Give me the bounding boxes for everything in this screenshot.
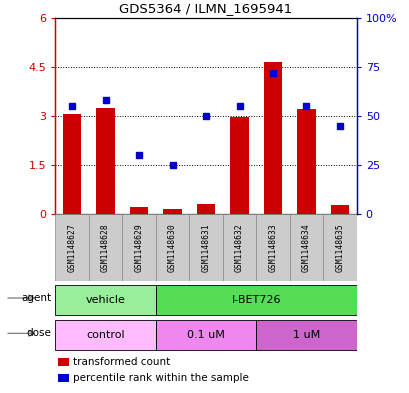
Bar bbox=[63, 114, 81, 214]
FancyBboxPatch shape bbox=[55, 285, 155, 315]
FancyBboxPatch shape bbox=[155, 320, 256, 350]
Text: percentile rank within the sample: percentile rank within the sample bbox=[73, 373, 249, 383]
FancyBboxPatch shape bbox=[256, 214, 289, 281]
FancyBboxPatch shape bbox=[322, 214, 356, 281]
Title: GDS5364 / ILMN_1695941: GDS5364 / ILMN_1695941 bbox=[119, 2, 292, 15]
Text: GSM1148627: GSM1148627 bbox=[67, 223, 76, 272]
Text: GSM1148632: GSM1148632 bbox=[234, 223, 243, 272]
FancyBboxPatch shape bbox=[222, 214, 256, 281]
Text: GSM1148631: GSM1148631 bbox=[201, 223, 210, 272]
Bar bbox=[58, 358, 69, 366]
Bar bbox=[263, 62, 281, 214]
FancyBboxPatch shape bbox=[55, 320, 155, 350]
Bar bbox=[330, 205, 348, 214]
FancyBboxPatch shape bbox=[155, 285, 356, 315]
Text: vehicle: vehicle bbox=[85, 295, 125, 305]
FancyBboxPatch shape bbox=[122, 214, 155, 281]
Text: GSM1148635: GSM1148635 bbox=[335, 223, 344, 272]
Text: control: control bbox=[86, 330, 125, 340]
Bar bbox=[130, 207, 148, 214]
Text: GSM1148633: GSM1148633 bbox=[268, 223, 277, 272]
FancyBboxPatch shape bbox=[89, 214, 122, 281]
Text: 0.1 uM: 0.1 uM bbox=[187, 330, 225, 340]
Bar bbox=[230, 117, 248, 214]
Text: I-BET726: I-BET726 bbox=[231, 295, 280, 305]
Bar bbox=[297, 109, 315, 214]
Text: GSM1148629: GSM1148629 bbox=[134, 223, 143, 272]
Text: 1 uM: 1 uM bbox=[292, 330, 319, 340]
Bar bbox=[58, 374, 69, 382]
FancyBboxPatch shape bbox=[189, 214, 222, 281]
FancyBboxPatch shape bbox=[55, 214, 89, 281]
FancyBboxPatch shape bbox=[256, 320, 356, 350]
Text: GSM1148630: GSM1148630 bbox=[168, 223, 177, 272]
Bar bbox=[96, 108, 115, 214]
Bar bbox=[196, 204, 215, 214]
Text: GSM1148628: GSM1148628 bbox=[101, 223, 110, 272]
Text: transformed count: transformed count bbox=[73, 357, 170, 367]
FancyBboxPatch shape bbox=[155, 214, 189, 281]
Text: GSM1148634: GSM1148634 bbox=[301, 223, 310, 272]
Text: agent: agent bbox=[21, 293, 51, 303]
Text: dose: dose bbox=[26, 329, 51, 338]
Bar bbox=[163, 209, 181, 214]
FancyBboxPatch shape bbox=[289, 214, 322, 281]
